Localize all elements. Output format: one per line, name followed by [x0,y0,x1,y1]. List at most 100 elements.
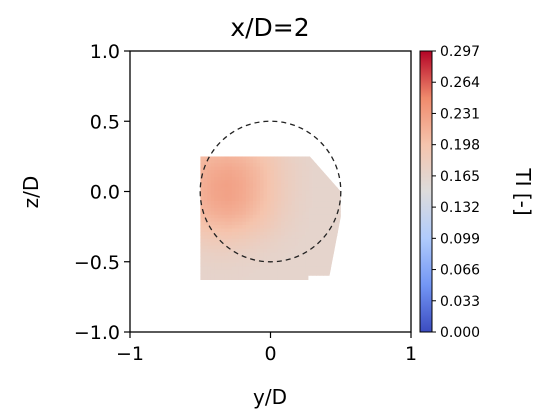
field-cell [309,266,314,271]
field-cell [263,262,268,267]
field-cell [309,187,314,192]
field-cell [221,183,226,188]
field-cell [210,276,215,280]
field-cell [263,190,268,195]
field-cell [326,235,331,240]
field-cell [337,214,341,219]
field-cell [295,235,300,240]
colorbar-tick-label: 0.231 [440,106,480,122]
field-cell [203,235,208,240]
field-cell [214,242,219,247]
field-cell [224,218,229,223]
field-cell [235,159,240,164]
field-cell [337,201,341,206]
field-cell [302,252,307,257]
field-cell [217,231,222,236]
field-cell [203,183,208,188]
field-cell [298,242,303,247]
field-cell [326,242,331,247]
field-cell [207,173,212,178]
field-cell [259,180,265,185]
field-cell [266,197,272,202]
field-cell [249,190,254,195]
field-cell [203,176,208,182]
field-cell [228,269,233,274]
field-cell [217,163,222,168]
field-cell [302,228,307,233]
field-cell [217,207,222,212]
field-cell [284,238,289,243]
field-cell [284,190,289,195]
field-cell [277,187,282,192]
field-cell [207,204,212,209]
field-cell [200,262,205,267]
field-cell [224,190,229,195]
field-cell [238,204,243,209]
field-cell [242,204,247,209]
field-cell [302,238,307,243]
field-cell [210,252,215,257]
field-cell [281,170,286,175]
field-cell [238,273,243,278]
field-cell [242,173,247,178]
field-cell [263,173,268,178]
field-cell [298,156,303,161]
field-cell [312,235,317,240]
field-cell [214,252,219,257]
field-cell [295,231,300,236]
field-cell [224,242,229,247]
field-cell [326,228,331,233]
field-cell [281,166,286,171]
field-cell [200,176,205,182]
field-cell [266,194,272,199]
field-cell [305,238,310,243]
field-cell [245,197,251,202]
field-cell [326,218,331,223]
field-cell [221,187,226,192]
field-cell [217,173,222,178]
colorbar-tick-label: 0.198 [440,138,480,154]
field-cell [217,221,222,226]
field-cell [228,166,233,171]
field-cell [203,242,208,247]
field-cell [291,211,296,216]
field-cell [256,183,261,188]
field-cell [274,235,279,240]
field-cell [231,252,236,257]
field-cell [242,255,247,260]
field-cell [242,201,247,206]
field-cell [312,242,317,247]
field-cell [224,180,229,185]
field-cell [256,214,261,219]
field-cell [333,214,338,219]
field-cell [238,225,243,230]
field-cell [235,245,240,250]
field-cell [217,259,222,264]
field-cell [316,183,321,188]
field-cell [235,269,240,274]
field-cell [326,269,331,274]
field-cell [270,214,275,219]
field-cell [312,163,317,168]
field-cell [224,262,229,267]
field-cell [326,273,331,278]
field-cell [277,214,282,219]
field-cell [207,207,212,212]
field-cell [291,235,296,240]
field-cell [302,180,307,185]
field-cell [217,197,222,202]
field-cell [228,259,233,264]
field-cell [207,235,212,240]
field-cell [281,273,286,278]
field-cell [259,204,265,209]
field-cell [284,245,289,250]
field-cell [238,249,243,254]
field-cell [224,173,229,178]
field-cell [312,252,317,257]
field-cell [266,166,272,171]
field-cell [298,276,303,280]
field-cell [259,197,265,202]
field-cell [238,190,243,195]
field-cell [259,214,265,219]
field-cell [323,173,328,178]
